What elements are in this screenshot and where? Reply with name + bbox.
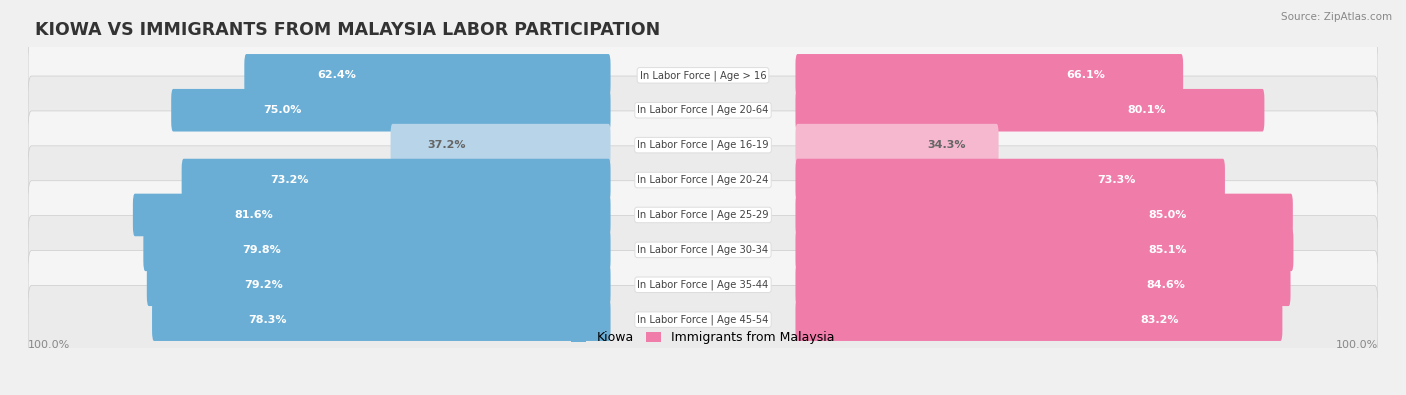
FancyBboxPatch shape	[28, 286, 1378, 354]
FancyBboxPatch shape	[796, 54, 1184, 97]
Text: 37.2%: 37.2%	[427, 140, 465, 150]
FancyBboxPatch shape	[28, 181, 1378, 249]
FancyBboxPatch shape	[796, 229, 1294, 271]
Text: 81.6%: 81.6%	[233, 210, 273, 220]
Text: In Labor Force | Age 20-24: In Labor Force | Age 20-24	[637, 175, 769, 185]
FancyBboxPatch shape	[28, 216, 1378, 284]
Text: 85.0%: 85.0%	[1149, 210, 1187, 220]
Text: Source: ZipAtlas.com: Source: ZipAtlas.com	[1281, 12, 1392, 22]
FancyBboxPatch shape	[143, 229, 610, 271]
Text: 78.3%: 78.3%	[249, 315, 287, 325]
Text: 66.1%: 66.1%	[1066, 70, 1105, 80]
FancyBboxPatch shape	[796, 89, 1264, 132]
FancyBboxPatch shape	[28, 146, 1378, 214]
Text: 62.4%: 62.4%	[318, 70, 356, 80]
Text: 79.8%: 79.8%	[242, 245, 281, 255]
Text: 79.2%: 79.2%	[245, 280, 283, 290]
FancyBboxPatch shape	[152, 298, 610, 341]
FancyBboxPatch shape	[28, 76, 1378, 145]
Text: In Labor Force | Age 45-54: In Labor Force | Age 45-54	[637, 314, 769, 325]
Text: 80.1%: 80.1%	[1126, 105, 1166, 115]
FancyBboxPatch shape	[146, 263, 610, 306]
Text: 73.2%: 73.2%	[270, 175, 309, 185]
Text: 73.3%: 73.3%	[1097, 175, 1136, 185]
Text: 85.1%: 85.1%	[1149, 245, 1187, 255]
Text: 84.6%: 84.6%	[1146, 280, 1185, 290]
Text: In Labor Force | Age 25-29: In Labor Force | Age 25-29	[637, 210, 769, 220]
FancyBboxPatch shape	[245, 54, 610, 97]
FancyBboxPatch shape	[28, 250, 1378, 319]
Text: KIOWA VS IMMIGRANTS FROM MALAYSIA LABOR PARTICIPATION: KIOWA VS IMMIGRANTS FROM MALAYSIA LABOR …	[35, 21, 661, 39]
FancyBboxPatch shape	[796, 124, 998, 166]
FancyBboxPatch shape	[172, 89, 610, 132]
Text: 100.0%: 100.0%	[28, 340, 70, 350]
Text: In Labor Force | Age 16-19: In Labor Force | Age 16-19	[637, 140, 769, 150]
Text: 100.0%: 100.0%	[1336, 340, 1378, 350]
FancyBboxPatch shape	[796, 159, 1225, 201]
Text: 75.0%: 75.0%	[263, 105, 301, 115]
Text: In Labor Force | Age 35-44: In Labor Force | Age 35-44	[637, 280, 769, 290]
Text: In Labor Force | Age > 16: In Labor Force | Age > 16	[640, 70, 766, 81]
Text: 83.2%: 83.2%	[1140, 315, 1178, 325]
Text: In Labor Force | Age 20-64: In Labor Force | Age 20-64	[637, 105, 769, 115]
FancyBboxPatch shape	[134, 194, 610, 236]
FancyBboxPatch shape	[28, 111, 1378, 179]
FancyBboxPatch shape	[796, 263, 1291, 306]
FancyBboxPatch shape	[28, 41, 1378, 109]
FancyBboxPatch shape	[391, 124, 610, 166]
Text: 34.3%: 34.3%	[928, 140, 966, 150]
Text: In Labor Force | Age 30-34: In Labor Force | Age 30-34	[637, 245, 769, 255]
FancyBboxPatch shape	[796, 298, 1282, 341]
FancyBboxPatch shape	[796, 194, 1294, 236]
FancyBboxPatch shape	[181, 159, 610, 201]
Legend: Kiowa, Immigrants from Malaysia: Kiowa, Immigrants from Malaysia	[571, 331, 835, 344]
